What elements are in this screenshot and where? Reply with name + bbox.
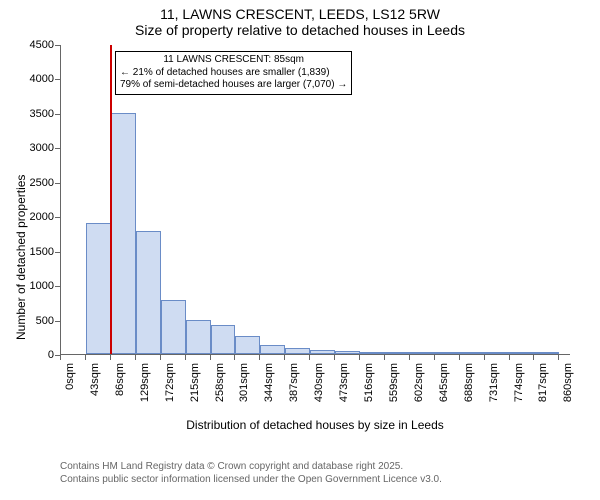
y-tick-mark [55,252,60,253]
histogram-bar [435,352,460,354]
x-tick-mark [484,355,485,360]
x-tick-mark [309,355,310,360]
footer-line2: Contains public sector information licen… [60,473,442,486]
y-tick-mark [55,286,60,287]
chart-title-line1: 11, LAWNS CRESCENT, LEEDS, LS12 5RW [0,6,600,22]
x-tick-label: 258sqm [214,363,226,402]
x-tick-label: 344sqm [263,363,275,402]
histogram-bar [161,300,186,354]
x-axis-title: Distribution of detached houses by size … [60,418,570,432]
annotation-line-1: 11 LAWNS CRESCENT: 85sqm [120,54,347,67]
chart-footer: Contains HM Land Registry data © Crown c… [60,460,442,486]
histogram-bar [86,223,111,354]
y-tick-label: 3500 [22,108,54,120]
chart-title-line2: Size of property relative to detached ho… [0,22,600,38]
x-tick-mark [384,355,385,360]
x-tick-mark [160,355,161,360]
histogram-bar [410,352,435,354]
y-tick-label: 3000 [22,142,54,154]
annotation-line-2: ← 21% of detached houses are smaller (1,… [120,67,347,80]
x-tick-label: 387sqm [288,363,300,402]
histogram-bar [260,345,285,354]
x-tick-label: 129sqm [139,363,151,402]
x-tick-label: 0sqm [64,363,76,390]
x-tick-label: 215sqm [189,363,201,402]
x-tick-label: 172sqm [164,363,176,402]
histogram-bar [534,352,559,354]
x-tick-mark [434,355,435,360]
x-tick-label: 559sqm [388,363,400,402]
histogram-bar [285,348,310,354]
histogram-bar [510,352,535,354]
y-tick-label: 1000 [22,280,54,292]
histogram-bar [385,352,410,354]
x-tick-mark [459,355,460,360]
y-tick-mark [55,217,60,218]
x-tick-label: 473sqm [338,363,350,402]
y-tick-label: 0 [22,349,54,361]
x-tick-mark [509,355,510,360]
x-tick-mark [359,355,360,360]
x-tick-mark [259,355,260,360]
x-tick-mark [409,355,410,360]
x-tick-mark [60,355,61,360]
x-tick-label: 301sqm [238,363,250,402]
reference-line [110,45,112,354]
histogram-bar [211,325,236,354]
histogram-bar [136,231,161,354]
x-tick-label: 86sqm [114,363,126,396]
x-tick-label: 602sqm [413,363,425,402]
x-tick-mark [234,355,235,360]
histogram-bar [111,113,136,354]
y-tick-mark [55,321,60,322]
histogram-bar [460,352,485,354]
x-tick-mark [135,355,136,360]
x-tick-label: 688sqm [463,363,475,402]
x-tick-label: 43sqm [89,363,101,396]
histogram-bar [310,350,335,354]
annotation-line-3: 79% of semi-detached houses are larger (… [120,79,347,92]
histogram-bar [485,352,510,354]
y-tick-label: 1500 [22,246,54,258]
property-size-chart: 11, LAWNS CRESCENT, LEEDS, LS12 5RW Size… [0,0,600,500]
x-tick-mark [110,355,111,360]
y-tick-mark [55,148,60,149]
histogram-bar [186,320,211,354]
x-tick-mark [85,355,86,360]
x-tick-label: 774sqm [513,363,525,402]
x-tick-label: 430sqm [313,363,325,402]
y-tick-label: 2500 [22,177,54,189]
histogram-bar [235,336,260,354]
y-tick-mark [55,45,60,46]
y-tick-mark [55,114,60,115]
y-tick-label: 4000 [22,73,54,85]
y-tick-mark [55,79,60,80]
x-tick-label: 645sqm [438,363,450,402]
x-tick-mark [210,355,211,360]
x-tick-mark [334,355,335,360]
x-tick-mark [558,355,559,360]
reference-annotation: 11 LAWNS CRESCENT: 85sqm ← 21% of detach… [115,51,352,95]
x-tick-label: 860sqm [562,363,574,402]
footer-line1: Contains HM Land Registry data © Crown c… [60,460,442,473]
x-tick-mark [284,355,285,360]
x-tick-mark [533,355,534,360]
y-tick-label: 500 [22,315,54,327]
chart-title-block: 11, LAWNS CRESCENT, LEEDS, LS12 5RW Size… [0,0,600,38]
y-tick-label: 2000 [22,211,54,223]
y-tick-mark [55,183,60,184]
x-tick-label: 731sqm [488,363,500,402]
x-tick-mark [185,355,186,360]
y-tick-label: 4500 [22,39,54,51]
x-tick-label: 817sqm [537,363,549,402]
x-tick-label: 516sqm [363,363,375,402]
histogram-bar [360,352,385,354]
histogram-bar [335,351,360,354]
